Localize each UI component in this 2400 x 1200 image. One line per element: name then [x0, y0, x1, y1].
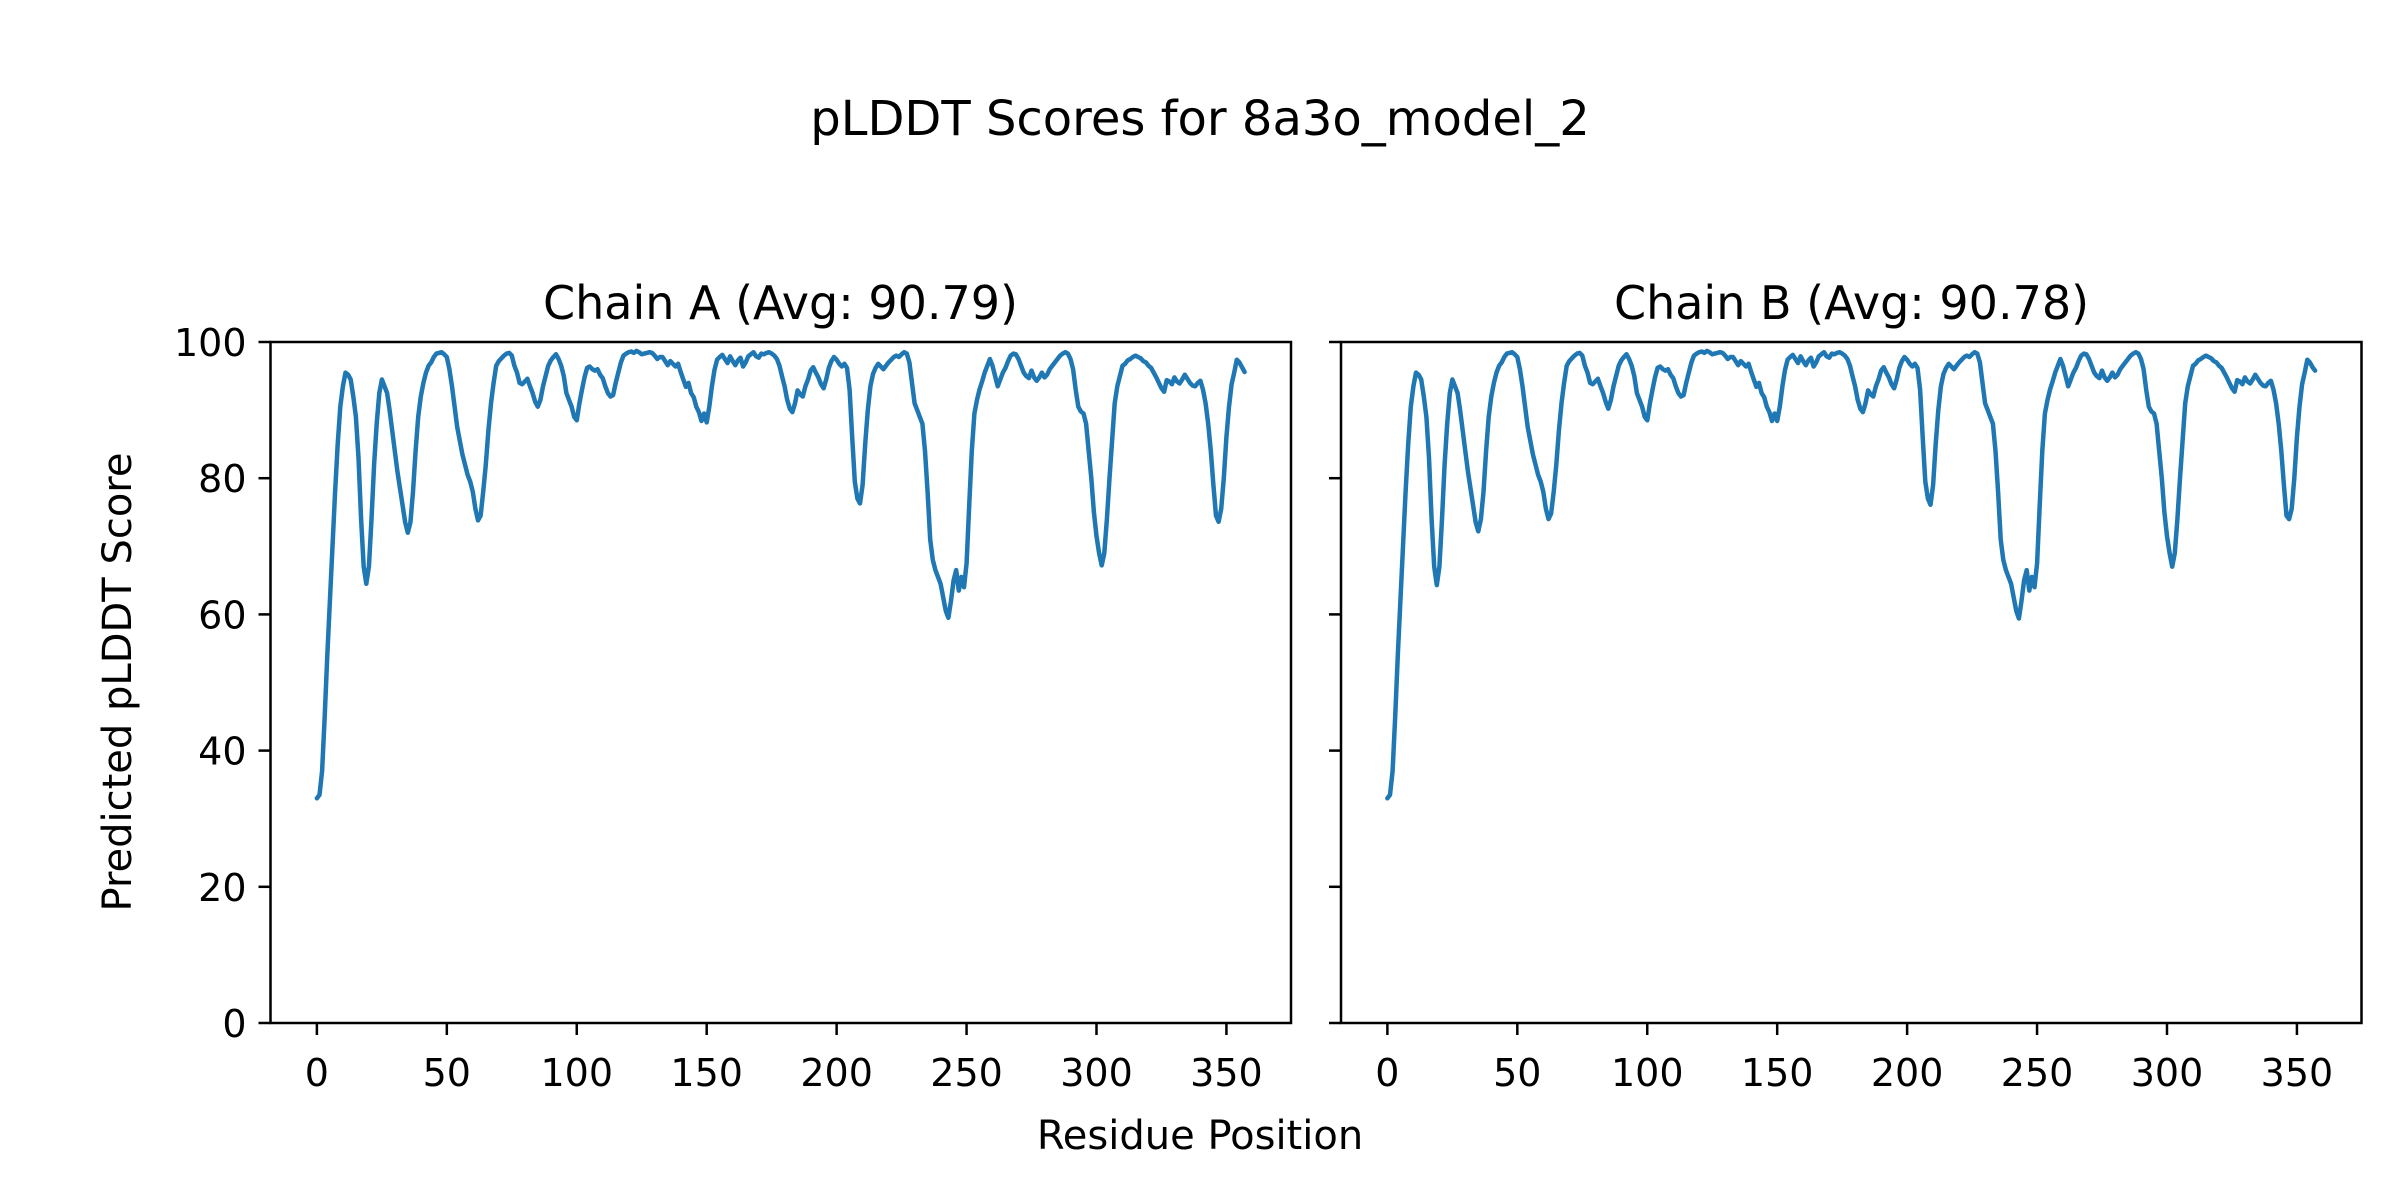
- chain-a-x-tick-label: 250: [930, 1051, 1003, 1095]
- figure-suptitle: pLDDT Scores for 8a3o_model_2: [810, 91, 1590, 147]
- chain-a-x-tick-label: 150: [670, 1051, 743, 1095]
- chain-a-x-tick-label: 100: [540, 1051, 613, 1095]
- chain-b-x-tick-label: 350: [2261, 1051, 2334, 1095]
- chain-a-x-tick-label: 0: [305, 1051, 329, 1095]
- chain-b-x-tick-label: 300: [2131, 1051, 2204, 1095]
- chain-a-y-tick-label: 80: [198, 457, 246, 501]
- chain-b-x-tick-label: 150: [1741, 1051, 1814, 1095]
- y-axis-label-text: Predicted pLDDT Score: [95, 452, 141, 912]
- chain-b-x-tick-label: 50: [1493, 1051, 1541, 1095]
- chain-a-y-tick-label: 20: [198, 866, 246, 910]
- chain-a-x-tick-label: 50: [423, 1051, 471, 1095]
- chain-a-x-tick-label: 300: [1060, 1051, 1133, 1095]
- chain-a-axes-box: [269, 340, 1293, 1025]
- chain-a-y-tick-label: 100: [174, 321, 247, 365]
- chain-b-x-tick-label: 250: [2001, 1051, 2074, 1095]
- chain-b-axes-box: [1339, 340, 2363, 1025]
- chain-b-title: Chain B (Avg: 90.78): [1613, 276, 2090, 330]
- chain-a-x-tick-label: 200: [800, 1051, 873, 1095]
- chain-a-title: Chain A (Avg: 90.79): [542, 276, 1018, 330]
- chain-a-y-tick-label: 60: [198, 593, 246, 637]
- chain-a-y-tick-label: 0: [222, 1002, 246, 1046]
- chain-a-y-tick-label: 40: [198, 730, 246, 774]
- chain-b-x-tick-label: 200: [1871, 1051, 1944, 1095]
- chain-b-x-tick-label: 0: [1375, 1051, 1399, 1095]
- chain-b-x-tick-label: 100: [1611, 1051, 1684, 1095]
- plddt-line-chain-b: [1385, 348, 2318, 801]
- chain-a-x-tick-label: 350: [1190, 1051, 1263, 1095]
- x-axis-label: Residue Position: [1036, 1113, 1364, 1159]
- plddt-line-chain-a: [314, 348, 1247, 801]
